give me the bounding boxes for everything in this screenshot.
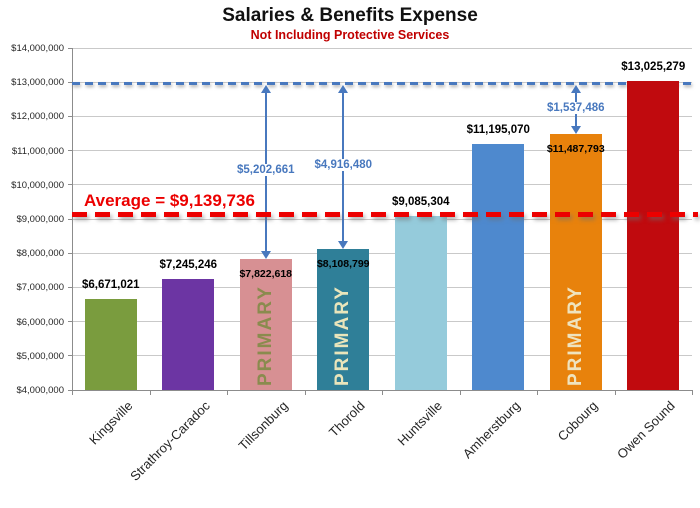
x-axis: [72, 390, 693, 391]
bar-owen-sound: [627, 81, 680, 390]
arrow-down-head: [570, 125, 581, 134]
y-axis-tick: [68, 252, 72, 254]
arrow-up-head: [338, 85, 349, 94]
y-axis-label: $14,000,000: [11, 43, 64, 54]
y-axis-label: $4,000,000: [16, 385, 64, 396]
x-axis-tick: [382, 391, 383, 395]
y-axis-label: $13,000,000: [11, 77, 64, 89]
gridline: [72, 150, 692, 152]
gridline: [72, 218, 692, 220]
x-category-label-kingsville: Kingsville: [85, 398, 136, 448]
y-axis-label: $7,000,000: [16, 282, 64, 294]
primary-overlay-label: PRIMARY: [332, 285, 354, 386]
y-axis-label: $8,000,000: [16, 248, 64, 260]
y-axis-tick: [68, 218, 72, 220]
gridline: [72, 355, 692, 357]
average-dashed-line: [72, 211, 698, 217]
gridline: [72, 184, 692, 186]
y-axis-tick: [68, 47, 72, 49]
y-axis-label: $11,000,000: [11, 145, 64, 157]
gridline: [72, 115, 692, 117]
y-axis: [72, 48, 73, 390]
gridline: [72, 47, 692, 49]
y-axis-tick: [68, 150, 72, 152]
bar-amherstburg: [472, 143, 525, 390]
y-axis-label: $5,000,000: [16, 350, 64, 362]
gridline: [72, 286, 692, 288]
difference-arrow-label: $5,202,661: [233, 164, 298, 177]
x-category-label-strathroy-caradoc: Strathroy-Caradoc: [127, 398, 213, 484]
arrow-down-head: [338, 241, 349, 250]
y-axis-label: $6,000,000: [16, 316, 64, 328]
x-category-label-thorold: Thorold: [326, 398, 368, 440]
bar-tillsonburg: PRIMARY: [239, 259, 292, 390]
bar-value-label: $7,245,246: [159, 259, 218, 271]
bar-cobourg: PRIMARY: [549, 133, 602, 390]
y-axis-tick: [68, 355, 72, 357]
y-axis-tick: [68, 286, 72, 288]
y-axis-label: $10,000,000: [11, 179, 64, 191]
bar-kingsville: [84, 298, 137, 390]
average-value-label: Average = $9,139,736: [84, 191, 255, 211]
x-category-label-huntsville: Huntsville: [394, 398, 446, 449]
bar-value-label: $11,487,793: [546, 142, 605, 155]
chart-subtitle: Not Including Protective Services: [250, 28, 450, 42]
x-axis-tick: [72, 391, 73, 395]
bar-value-label: $7,822,618: [239, 268, 293, 281]
bar-value-label: $9,085,304: [391, 196, 450, 209]
bar-value-label: $11,195,070: [466, 123, 530, 136]
x-axis-tick: [614, 391, 616, 395]
x-category-label-owen-sound: Owen Sound: [614, 398, 678, 462]
y-axis-tick: [68, 389, 72, 391]
x-axis-tick: [304, 391, 306, 395]
primary-overlay-label: PRIMARY: [564, 285, 586, 386]
y-axis-tick: [68, 115, 72, 117]
arrow-down-head: [260, 251, 271, 260]
y-axis-label: $9,000,000: [16, 214, 64, 225]
bar-value-label: $6,671,021: [81, 278, 140, 291]
bar-thorold: PRIMARY: [317, 249, 370, 390]
difference-arrow-label: $1,537,486: [543, 101, 608, 114]
bar-value-label: $8,108,799: [316, 258, 370, 271]
gridline: [72, 252, 692, 254]
bar-value-label: $13,025,279: [621, 61, 686, 74]
y-axis-tick: [68, 321, 72, 323]
arrow-up-head: [260, 85, 271, 94]
y-axis-tick: [68, 81, 72, 83]
difference-arrow-label: $4,916,480: [311, 159, 376, 172]
y-axis-tick: [68, 184, 72, 186]
x-category-label-cobourg: Cobourg: [554, 398, 601, 444]
x-axis-tick: [227, 391, 228, 395]
reference-dashed-line: [72, 81, 692, 85]
y-axis-label: $12,000,000: [11, 111, 64, 123]
bar-huntsville: [394, 216, 447, 390]
x-axis-tick: [537, 391, 538, 395]
x-axis-tick: [149, 391, 151, 395]
x-axis-tick: [459, 391, 461, 395]
chart-title: Salaries & Benefits Expense: [222, 5, 478, 26]
x-axis-tick: [692, 391, 693, 395]
x-category-label-tillsonburg: Tillsonburg: [235, 398, 291, 454]
primary-overlay-label: PRIMARY: [254, 285, 276, 386]
arrow-up-head: [570, 85, 581, 94]
bar-strathroy-caradoc: [162, 279, 215, 390]
gridline: [72, 321, 692, 323]
x-category-label-amherstburg: Amherstburg: [459, 398, 523, 462]
